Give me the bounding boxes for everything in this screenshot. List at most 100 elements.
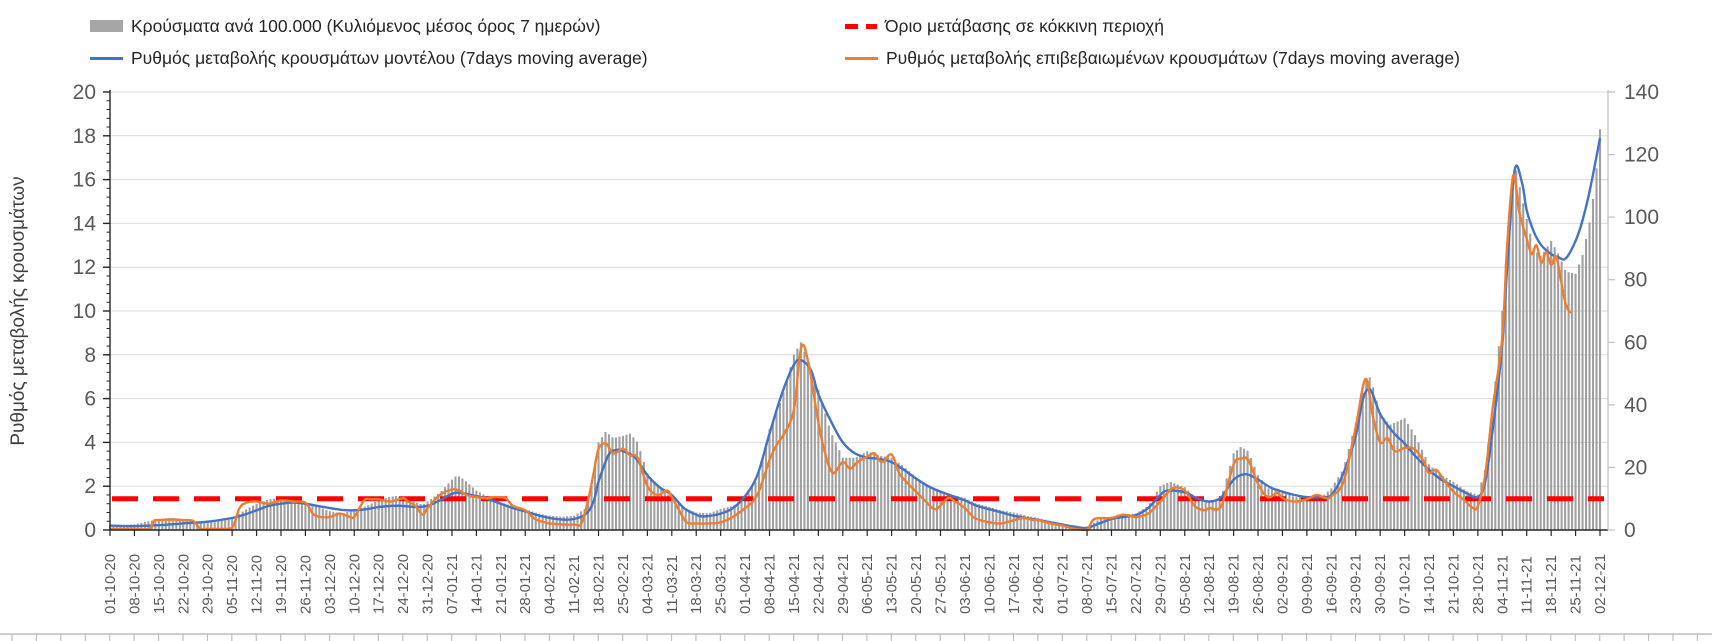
svg-text:09-09-21: 09-09-21 — [1299, 554, 1316, 614]
svg-text:14: 14 — [73, 212, 97, 235]
svg-text:60: 60 — [1624, 331, 1647, 354]
bars-series — [108, 129, 1602, 531]
dashed-line-swatch-icon — [845, 23, 877, 29]
svg-text:15-07-21: 15-07-21 — [1104, 554, 1121, 614]
svg-text:06-05-21: 06-05-21 — [859, 554, 876, 614]
svg-text:29-10-20: 29-10-20 — [200, 554, 217, 614]
svg-text:07-01-21: 07-01-21 — [444, 554, 461, 614]
svg-text:05-08-21: 05-08-21 — [1177, 554, 1194, 614]
svg-text:30-09-21: 30-09-21 — [1372, 554, 1389, 614]
svg-text:80: 80 — [1624, 269, 1647, 292]
legend-item-model-rate[interactable]: Ρυθμός μεταβολής κρουσμάτων μοντέλου (7d… — [90, 48, 648, 68]
svg-text:04-02-21: 04-02-21 — [542, 554, 559, 614]
svg-text:29-04-21: 29-04-21 — [835, 554, 852, 614]
svg-text:08-10-20: 08-10-20 — [126, 554, 143, 614]
svg-text:40: 40 — [1624, 394, 1647, 417]
svg-text:14-10-21: 14-10-21 — [1421, 554, 1438, 614]
svg-text:07-10-21: 07-10-21 — [1397, 554, 1414, 614]
svg-text:20: 20 — [1624, 456, 1647, 479]
svg-text:0: 0 — [84, 519, 96, 542]
orange-line-swatch-icon — [845, 56, 878, 60]
svg-text:03-06-21: 03-06-21 — [957, 554, 974, 614]
svg-text:100: 100 — [1624, 206, 1659, 229]
next-chart-top-edge — [0, 633, 1712, 641]
bar-swatch-icon — [90, 20, 123, 32]
svg-text:12-11-20: 12-11-20 — [249, 555, 266, 614]
svg-text:12-08-21: 12-08-21 — [1201, 554, 1218, 614]
legend-item-label: Όριο μετάβασης σε κόκκινη περιοχή — [885, 15, 1165, 36]
svg-text:01-10-20: 01-10-20 — [102, 554, 119, 614]
legend-item-red-threshold[interactable]: Όριο μετάβασης σε κόκκινη περιοχή — [845, 16, 1164, 36]
svg-text:01-07-21: 01-07-21 — [1055, 554, 1072, 614]
legend-item-label: Ρυθμός μεταβολής κρουσμάτων μοντέλου (7d… — [131, 47, 648, 68]
svg-text:10-12-20: 10-12-20 — [346, 554, 363, 614]
svg-text:10-06-21: 10-06-21 — [981, 554, 998, 614]
svg-text:14-01-21: 14-01-21 — [468, 554, 485, 614]
svg-text:04-03-21: 04-03-21 — [639, 554, 656, 614]
svg-text:28-01-21: 28-01-21 — [517, 554, 534, 614]
svg-text:18-11-21: 18-11-21 — [1543, 555, 1560, 614]
svg-text:120: 120 — [1624, 144, 1659, 167]
svg-text:22-10-20: 22-10-20 — [175, 554, 192, 614]
y-axis-title: Ρυθμός μεταβολής κρουσμάτων — [8, 176, 29, 445]
svg-text:15-04-21: 15-04-21 — [786, 554, 803, 614]
svg-text:19-08-21: 19-08-21 — [1226, 554, 1243, 614]
blue-line-swatch-icon — [90, 56, 123, 60]
svg-text:27-05-21: 27-05-21 — [933, 554, 950, 614]
svg-text:20: 20 — [73, 81, 96, 104]
svg-text:04-11-21: 04-11-21 — [1494, 555, 1511, 614]
svg-text:02-12-21: 02-12-21 — [1592, 554, 1609, 614]
svg-text:26-08-21: 26-08-21 — [1250, 554, 1267, 614]
svg-text:05-11-20: 05-11-20 — [224, 555, 241, 614]
svg-text:16-09-21: 16-09-21 — [1323, 554, 1340, 614]
svg-text:18-02-21: 18-02-21 — [591, 554, 608, 614]
svg-text:18-03-21: 18-03-21 — [688, 554, 705, 614]
svg-text:20-05-21: 20-05-21 — [908, 554, 925, 614]
svg-text:25-02-21: 25-02-21 — [615, 554, 632, 614]
svg-text:10: 10 — [73, 300, 96, 323]
svg-text:18: 18 — [73, 125, 96, 148]
svg-text:22-07-21: 22-07-21 — [1128, 554, 1145, 614]
legend-item-cases-bars[interactable]: Κρούσματα ανά 100.000 (Κυλιόμενος μέσος … — [90, 16, 600, 36]
svg-text:26-11-20: 26-11-20 — [297, 555, 314, 614]
svg-text:25-03-21: 25-03-21 — [713, 554, 730, 614]
svg-text:24-12-20: 24-12-20 — [395, 554, 412, 614]
svg-text:21-10-21: 21-10-21 — [1445, 554, 1462, 614]
svg-text:11-02-21: 11-02-21 — [566, 555, 583, 614]
svg-text:13-05-21: 13-05-21 — [884, 554, 901, 614]
svg-text:08-07-21: 08-07-21 — [1079, 554, 1096, 614]
legend-item-label: Κρούσματα ανά 100.000 (Κυλιόμενος μέσος … — [131, 15, 601, 36]
svg-text:21-01-21: 21-01-21 — [493, 554, 510, 614]
svg-text:8: 8 — [84, 344, 96, 367]
svg-text:140: 140 — [1624, 81, 1659, 104]
svg-text:6: 6 — [84, 388, 96, 411]
svg-text:25-11-21: 25-11-21 — [1568, 555, 1585, 614]
svg-text:28-10-21: 28-10-21 — [1470, 554, 1487, 614]
svg-text:08-04-21: 08-04-21 — [762, 554, 779, 614]
svg-text:11-11-21: 11-11-21 — [1519, 556, 1536, 614]
svg-text:0: 0 — [1624, 519, 1636, 542]
svg-text:19-11-20: 19-11-20 — [273, 555, 290, 614]
svg-text:17-06-21: 17-06-21 — [1006, 554, 1023, 614]
svg-text:16: 16 — [73, 169, 96, 192]
svg-text:22-04-21: 22-04-21 — [810, 554, 827, 614]
svg-text:31-12-20: 31-12-20 — [420, 554, 437, 614]
svg-text:12: 12 — [73, 256, 96, 279]
axes: 0 2 4 6 8 10 12 14 16 18 20 0 20 40 60 80 100 120 140 01-10… — [73, 81, 1659, 614]
svg-text:24-06-21: 24-06-21 — [1030, 554, 1047, 614]
svg-text:11-03-21: 11-03-21 — [664, 555, 681, 614]
svg-text:23-09-21: 23-09-21 — [1348, 554, 1365, 614]
legend-item-label: Ρυθμός μεταβολής επιβεβαιωμένων κρουσμάτ… — [886, 47, 1460, 68]
svg-text:4: 4 — [84, 431, 96, 454]
legend-item-confirmed-rate[interactable]: Ρυθμός μεταβολής επιβεβαιωμένων κρουσμάτ… — [845, 48, 1460, 68]
svg-text:2: 2 — [84, 475, 96, 498]
svg-text:15-10-20: 15-10-20 — [151, 554, 168, 614]
svg-text:29-07-21: 29-07-21 — [1152, 554, 1169, 614]
svg-text:03-12-20: 03-12-20 — [322, 554, 339, 614]
svg-text:01-04-21: 01-04-21 — [737, 554, 754, 614]
svg-text:17-12-20: 17-12-20 — [371, 554, 388, 614]
confirmed-rate-line — [109, 173, 1572, 531]
svg-text:02-09-21: 02-09-21 — [1275, 554, 1292, 614]
